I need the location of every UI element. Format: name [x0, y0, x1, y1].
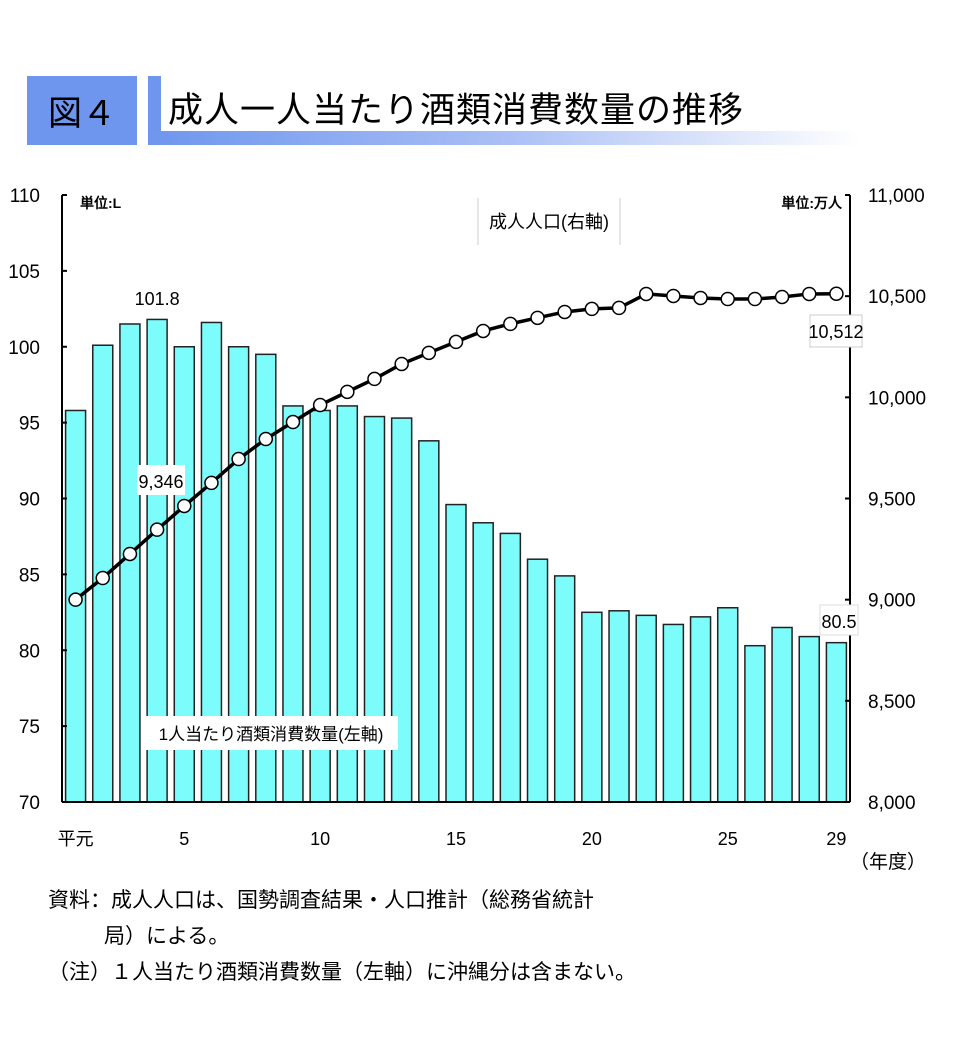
left-tick-label: 70 — [19, 793, 40, 814]
bar-14 — [418, 440, 440, 803]
right-tick-label: 8,500 — [868, 692, 916, 713]
title-bracket-bar — [148, 76, 161, 145]
population-point-7 — [231, 451, 246, 467]
right-tick-label: 10,500 — [868, 287, 926, 308]
bar-16 — [472, 522, 494, 803]
population-point-2 — [95, 570, 111, 586]
population-point-16 — [475, 323, 491, 339]
right-tick-label: 11,000 — [868, 186, 925, 207]
bar-series-label: 1人当たり酒類消費数量(左軸) — [159, 725, 384, 744]
population-point-27 — [774, 289, 790, 305]
population-point-23 — [666, 288, 681, 304]
left-tick-label: 95 — [19, 414, 40, 435]
left-tick-label: 80 — [19, 641, 40, 662]
left-unit-label: 単位:L — [80, 195, 122, 211]
population-point-14 — [421, 345, 437, 361]
x-tick-label: 5 — [179, 829, 189, 849]
bar-29 — [825, 641, 848, 803]
line-last-label: 10,512 — [808, 322, 863, 342]
bar-26 — [744, 644, 766, 803]
population-point-13 — [394, 356, 409, 372]
population-point-8 — [258, 431, 274, 447]
population-point-15 — [448, 334, 464, 350]
bar-24 — [689, 616, 712, 803]
x-tick-label: 20 — [582, 829, 602, 849]
population-point-1 — [68, 592, 83, 607]
population-point-19 — [557, 304, 572, 320]
x-axis-label: （年度） — [850, 851, 926, 873]
title-underline — [148, 131, 860, 145]
population-point-25 — [720, 291, 735, 307]
population-point-21 — [611, 300, 627, 316]
population-point-6 — [204, 475, 219, 491]
bar-28 — [798, 635, 820, 803]
left-tick-label: 75 — [19, 717, 40, 738]
bar-22 — [635, 614, 657, 803]
bar-series-label-bg — [145, 716, 398, 750]
line-last-label-bg — [809, 314, 863, 348]
left-tick-label: 90 — [19, 490, 40, 511]
population-point-10 — [312, 397, 328, 413]
bar-27 — [771, 626, 793, 803]
population-point-9 — [285, 414, 301, 430]
page-title: 成人一人当たり酒類消費数量の推移 — [168, 91, 745, 131]
x-tick-label: 10 — [310, 829, 330, 849]
right-tick-label: 9,500 — [868, 490, 916, 511]
source-note-line1: 資料：成人人口は、国勢調査結果・人口推計（総務省統計 — [48, 888, 594, 912]
right-unit-label: 単位:万人 — [781, 195, 843, 211]
x-tick-label: 29 — [826, 829, 846, 849]
x-tick-label: 25 — [718, 829, 738, 849]
bar-last-label-bg — [819, 604, 859, 636]
bar-18 — [526, 558, 549, 803]
bar-17 — [499, 532, 522, 803]
right-tick-label: 9,000 — [868, 591, 916, 612]
population-point-20 — [584, 301, 600, 317]
line-year4-label: 9,346 — [138, 472, 183, 492]
left-tick-label: 110 — [10, 186, 40, 207]
bar-21 — [608, 610, 630, 803]
bar-last-label: 80.5 — [821, 612, 856, 632]
population-point-29 — [829, 286, 844, 301]
population-point-24 — [693, 290, 708, 306]
source-note-line2: 局）による。 — [104, 924, 230, 948]
population-point-22 — [638, 286, 654, 302]
left-tick-label: 105 — [8, 262, 40, 283]
bar-19 — [553, 575, 576, 803]
population-point-3 — [122, 546, 138, 562]
bar-3 — [119, 323, 141, 803]
population-point-11 — [340, 384, 355, 400]
footnote: （注）１人当たり酒類消費数量（左軸）に沖縄分は含まない。 — [48, 960, 636, 984]
figure-number: 図４ — [48, 94, 116, 134]
population-point-28 — [801, 286, 817, 302]
left-tick-label: 85 — [19, 565, 40, 586]
population-point-5 — [177, 498, 192, 514]
population-point-12 — [367, 371, 382, 387]
left-tick-label: 100 — [8, 338, 40, 359]
population-point-26 — [747, 291, 763, 307]
right-tick-label: 10,000 — [868, 388, 926, 409]
bar-23 — [662, 623, 685, 803]
x-tick-label: 15 — [446, 829, 466, 849]
bar-20 — [581, 611, 603, 803]
bar-25 — [716, 607, 739, 803]
x-tick-label: 平元 — [58, 829, 94, 849]
population-point-18 — [530, 310, 545, 326]
line-series-label: 成人人口(右軸) — [489, 212, 609, 232]
line-label-bg — [137, 465, 185, 495]
right-tick-label: 8,000 — [868, 793, 916, 814]
figure-label: 図４ — [27, 76, 137, 145]
population-point-17 — [503, 316, 518, 332]
bar-15 — [445, 503, 467, 803]
population-point-4 — [149, 522, 165, 537]
bar-max-label: 101.8 — [135, 289, 180, 309]
